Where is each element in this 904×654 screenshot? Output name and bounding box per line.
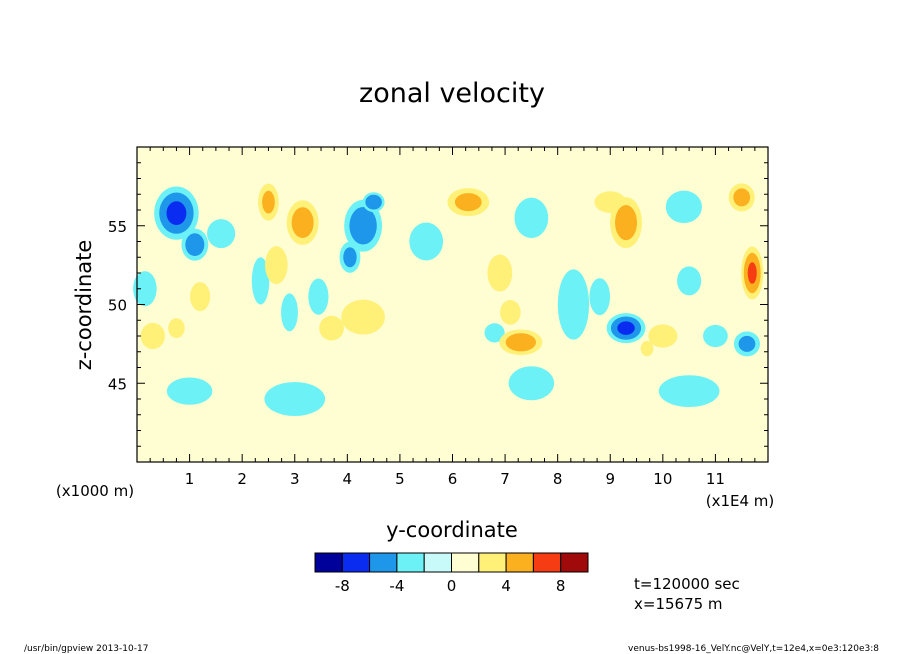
colorbar-segment <box>423 552 453 573</box>
contour-region <box>615 205 638 241</box>
colorbar-segment <box>396 552 425 573</box>
x-tick-label: 11 <box>706 470 725 488</box>
chart-title: zonal velocity <box>359 78 545 109</box>
footer-right: venus-bs1998-16_VelY.nc@VelY,t=12e4,x=0e… <box>628 644 879 654</box>
x-axis: 1 2 3 4 5 6 7 8 9 10 11 <box>136 147 769 488</box>
contour-region <box>343 247 357 268</box>
x-unit-right: (x1E4 m) <box>706 492 775 510</box>
x-unit-left: (x1000 m) <box>56 482 134 500</box>
colorbar-segment <box>341 552 371 573</box>
contour-region <box>658 375 720 408</box>
contour-region <box>733 188 751 207</box>
colorbar: -8 -4 0 4 8 <box>314 552 589 595</box>
contour-region <box>168 318 185 339</box>
colorbar-segment <box>451 552 480 573</box>
colorbar-segment <box>560 552 589 573</box>
y-axis: 45 50 55 <box>108 146 768 463</box>
footer-left: /usr/bin/gpview 2013-10-17 <box>24 644 148 654</box>
contour-region <box>557 269 590 340</box>
colorbar-segment <box>532 552 562 573</box>
colorbar-tick-label: -4 <box>389 577 404 595</box>
contour-region <box>166 377 213 405</box>
y-tick-label: 45 <box>108 375 127 393</box>
contour-region <box>365 194 382 210</box>
contour-region <box>207 219 236 249</box>
contour-region <box>291 207 314 238</box>
contour-region <box>514 197 549 239</box>
x-tick-label: 9 <box>605 470 615 488</box>
contour-region <box>617 321 635 335</box>
colorbar-segment <box>369 552 398 573</box>
x-tick-label: 4 <box>343 470 353 488</box>
contour-region <box>140 322 165 350</box>
contour-region <box>648 324 678 348</box>
x-tick-label: 5 <box>395 470 405 488</box>
x-tick-label: 3 <box>290 470 300 488</box>
contour-region <box>185 233 205 257</box>
contour-region <box>166 201 187 226</box>
contour-region <box>409 222 444 261</box>
contour-region <box>487 254 513 292</box>
contour-region <box>665 190 702 224</box>
x-tick-label: 2 <box>237 470 247 488</box>
contour-region <box>319 315 344 341</box>
contour-region <box>133 271 157 307</box>
colorbar-tick-label: 4 <box>501 577 511 595</box>
contour-region <box>341 299 385 335</box>
colorbar-segment <box>314 552 343 573</box>
contour-region <box>454 193 482 212</box>
x-axis-label: y-coordinate <box>386 518 518 542</box>
contour-region <box>484 323 505 343</box>
y-axis-label: z-coordinate <box>72 240 96 371</box>
contour-fields <box>133 183 764 417</box>
contour-region <box>505 333 537 352</box>
contour-region <box>190 282 211 312</box>
contour-region <box>251 257 270 305</box>
colorbar-segment <box>478 552 507 573</box>
contour-region <box>677 266 702 296</box>
time-annotation: t=120000 sec <box>634 575 740 593</box>
y-tick-label: 55 <box>108 218 127 236</box>
contour-region <box>589 278 611 316</box>
colorbar-tick-label: -8 <box>335 577 350 595</box>
contour-region <box>500 300 521 325</box>
x-tick-label: 1 <box>185 470 195 488</box>
contour-region <box>703 324 728 348</box>
contour-region <box>508 366 555 401</box>
contour-region <box>265 246 288 285</box>
contour-region <box>262 190 275 214</box>
contour-region <box>264 381 326 417</box>
colorbar-tick-label: 0 <box>447 577 457 595</box>
colorbar-segment <box>505 552 534 573</box>
contour-region <box>308 278 329 315</box>
y-tick-label: 50 <box>108 297 127 315</box>
x-tick-label: 7 <box>500 470 510 488</box>
x-tick-label: 10 <box>653 470 672 488</box>
contour-region <box>747 262 757 284</box>
position-annotation: x=15675 m <box>634 595 723 613</box>
colorbar-tick-label: 8 <box>556 577 566 595</box>
x-tick-label: 6 <box>448 470 458 488</box>
contour-region <box>281 293 298 332</box>
contour-region <box>640 341 654 357</box>
contour-region <box>738 335 756 352</box>
x-tick-label: 8 <box>553 470 563 488</box>
contour-region <box>349 206 377 245</box>
